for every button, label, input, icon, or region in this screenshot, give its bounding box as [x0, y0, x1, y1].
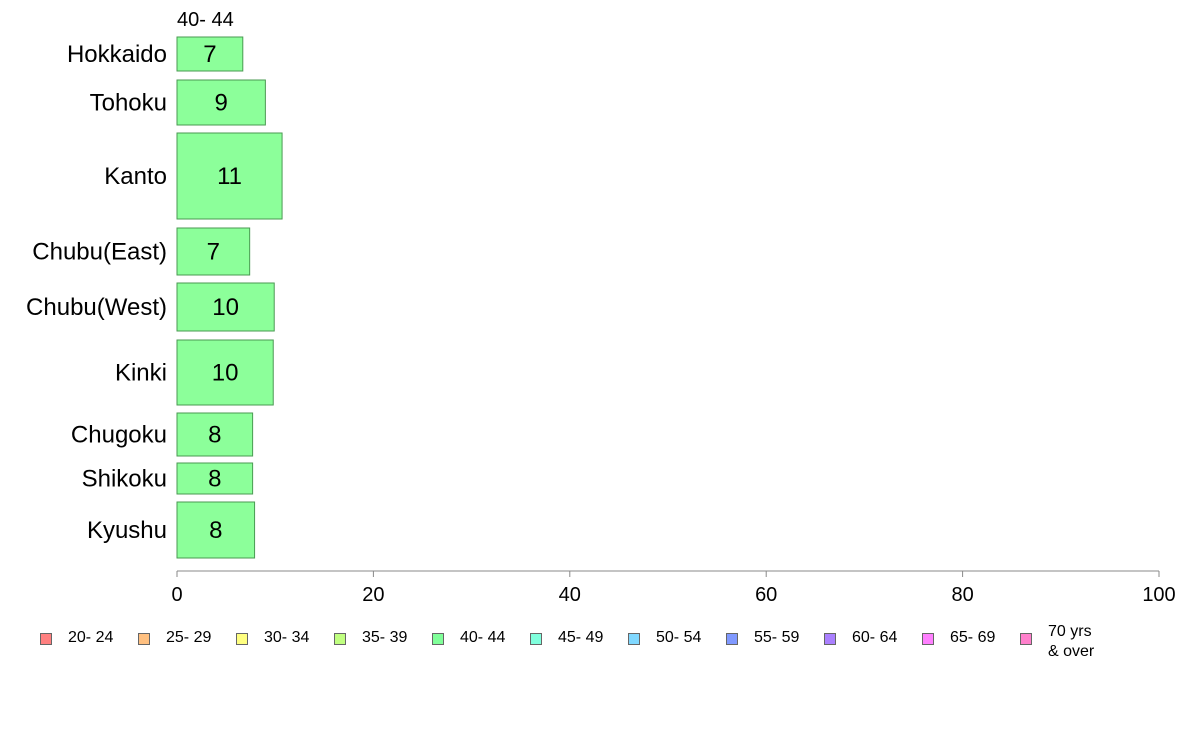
- legend-swatch: [432, 633, 444, 645]
- value-label: 8: [208, 422, 221, 449]
- bar-chugoku: [176, 412, 254, 457]
- legend-item: 65- 69: [922, 622, 1020, 648]
- bar-chart: 40- 44 Hokkaido 7 Tohoku 9 Kanto 11 Chubu(East)…: [26, 9, 1176, 606]
- legend-label: 20- 24: [68, 629, 114, 646]
- bar-kinki: [176, 339, 274, 406]
- legend-swatch: [138, 633, 150, 645]
- legend-label: 60- 64: [852, 629, 898, 646]
- category-label: Kanto: [104, 163, 167, 190]
- legend-item: 25- 29: [138, 622, 236, 648]
- bar-chubu-east-: [176, 227, 251, 276]
- legend-swatch: [1020, 633, 1032, 645]
- bar-kanto: [176, 132, 283, 220]
- legend-item: 50- 54: [628, 622, 726, 648]
- value-label: 11: [217, 163, 242, 190]
- legend-label: 50- 54: [656, 629, 702, 646]
- value-label: 8: [209, 517, 222, 544]
- series-label: 40- 44: [177, 9, 234, 31]
- legend-swatch: [530, 633, 542, 645]
- legend-swatch: [236, 633, 248, 645]
- bar-chubu-west-: [176, 282, 275, 332]
- x-tick-label: 80: [951, 584, 973, 606]
- legend-item: 20- 24: [40, 622, 138, 648]
- x-tick-label: 20: [362, 584, 384, 606]
- legend-label: 25- 29: [166, 629, 212, 646]
- bar-shikoku: [176, 462, 254, 495]
- category-label: Hokkaido: [67, 41, 167, 68]
- x-tick-label: 60: [755, 584, 777, 606]
- legend-item: 35- 39: [334, 622, 432, 648]
- x-tick-label: 100: [1142, 584, 1175, 606]
- category-label: Kinki: [115, 360, 167, 387]
- category-label: Tohoku: [90, 90, 167, 117]
- category-label: Chubu(East): [32, 239, 167, 266]
- x-tick-label: 0: [171, 584, 182, 606]
- category-label: Kyushu: [87, 517, 167, 544]
- bar-kyushu: [176, 501, 256, 559]
- value-label: 9: [215, 90, 228, 117]
- legend-swatch: [922, 633, 934, 645]
- legend-item: 45- 49: [530, 622, 628, 648]
- legend-swatch: [628, 633, 640, 645]
- value-label: 10: [212, 294, 239, 321]
- legend-label: 40- 44: [460, 629, 506, 646]
- legend-label: 30- 34: [264, 629, 310, 646]
- legend-label: 70 yrs & over: [1048, 623, 1095, 660]
- value-label: 8: [208, 466, 221, 493]
- category-label: Chubu(West): [26, 294, 167, 321]
- legend-label: 55- 59: [754, 629, 800, 646]
- legend-swatch: [726, 633, 738, 645]
- x-tick-label: 40: [559, 584, 581, 606]
- legend-label: 35- 39: [362, 629, 408, 646]
- legend-swatch: [40, 633, 52, 645]
- legend-swatch: [824, 633, 836, 645]
- value-label: 7: [203, 41, 216, 68]
- legend-swatch: [334, 633, 346, 645]
- legend: 20- 24 25- 29 30- 34 35- 39 40- 44 45- 49 50- …: [40, 622, 1130, 662]
- bar-tohoku: [176, 79, 266, 126]
- category-label: Shikoku: [82, 466, 167, 493]
- legend-label: 65- 69: [950, 629, 996, 646]
- legend-item: 70 yrs & over: [1020, 622, 1130, 662]
- legend-item: 55- 59: [726, 622, 824, 648]
- category-label: Chugoku: [71, 422, 167, 449]
- legend-item: 40- 44: [432, 622, 530, 648]
- legend-label: 45- 49: [558, 629, 604, 646]
- value-label: 10: [212, 360, 239, 387]
- legend-item: 30- 34: [236, 622, 334, 648]
- value-label: 7: [207, 239, 220, 266]
- bar-hokkaido: [176, 36, 244, 72]
- legend-item: 60- 64: [824, 622, 922, 648]
